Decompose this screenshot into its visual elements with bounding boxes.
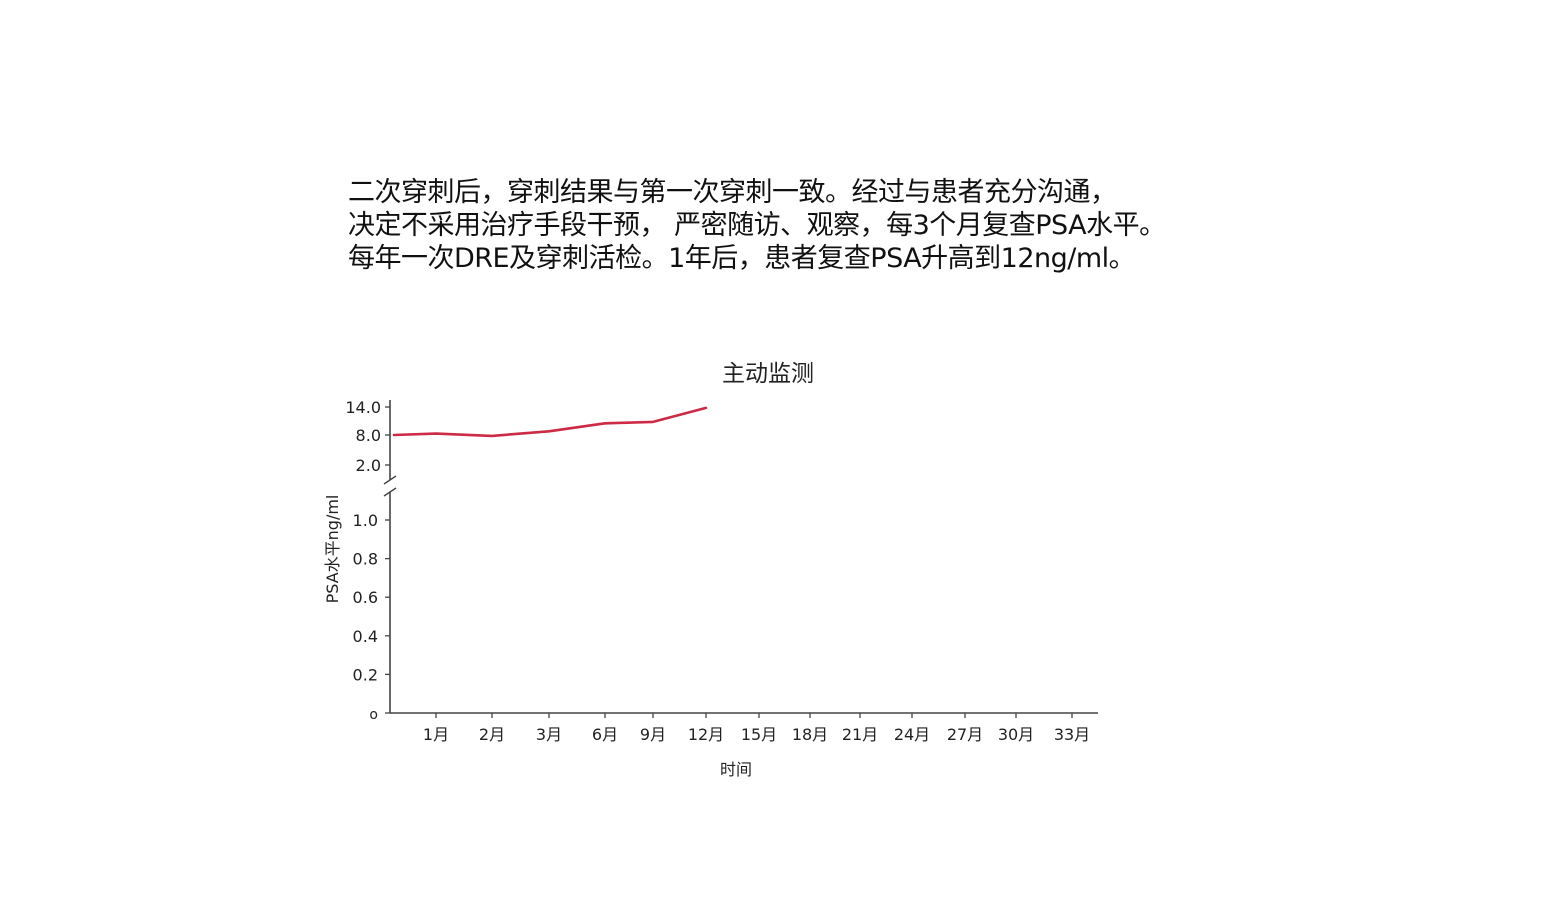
x-tick-label: 6月	[592, 725, 618, 744]
series-group	[392, 406, 708, 438]
x-tick-label: 21月	[842, 725, 878, 744]
intro-text: 二次穿刺后，穿刺结果与第一次穿刺一致。经过与患者充分沟通， 决定不采用治疗手段干…	[348, 176, 1248, 275]
x-tick-label: 15月	[741, 725, 777, 744]
y-tick-label: 14.0	[345, 398, 381, 417]
intro-line-2: 决定不采用治疗手段干预， 严密随访、观察，每3个月复查PSA水平。	[348, 210, 1166, 241]
chart-axes	[383, 400, 1098, 714]
x-tick-label: 33月	[1054, 725, 1090, 744]
y-tick-label: 0.6	[353, 588, 378, 607]
x-tick-label: 3月	[536, 725, 562, 744]
y-tick-label: 2.0	[356, 456, 381, 475]
x-axis-label: 时间	[720, 760, 752, 779]
intro-line-3: 每年一次DRE及穿刺活检。1年后，患者复查PSA升高到12ng/ml。	[348, 243, 1136, 274]
x-tick-label: 18月	[792, 725, 828, 744]
y-tick-label: 8.0	[356, 426, 381, 445]
x-tick-label: 2月	[479, 725, 505, 744]
y-tick-label: o	[369, 707, 378, 723]
x-tick-label: 9月	[640, 725, 666, 744]
x-tick-label: 24月	[894, 725, 930, 744]
y-tick-label: 0.2	[353, 665, 378, 684]
y-axis-ticks: 14.0 8.0 2.0 1.0 0.8 0.6 0.4 0.2 o	[345, 398, 390, 723]
x-tick-label: 30月	[998, 725, 1034, 744]
axis-break-mark	[383, 475, 397, 485]
intro-line-1: 二次穿刺后，穿刺结果与第一次穿刺一致。经过与患者充分沟通，	[348, 177, 1117, 208]
chart-title: 主动监测	[722, 361, 814, 387]
x-tick-label: 1月	[423, 725, 449, 744]
x-tick-label: 27月	[947, 725, 983, 744]
y-axis-label: PSA水平ng/ml	[323, 495, 342, 604]
psa-series-line	[392, 406, 708, 438]
y-tick-label: 0.4	[353, 627, 378, 646]
y-tick-label: 0.8	[353, 550, 378, 569]
y-tick-label: 1.0	[353, 511, 378, 530]
x-tick-label: 12月	[688, 725, 724, 744]
x-axis-ticks: 1月 2月 3月 6月 9月 12月 15月 18月 21月 24月 27月 30月 33月	[423, 713, 1090, 744]
axis-break-mark	[383, 487, 397, 497]
